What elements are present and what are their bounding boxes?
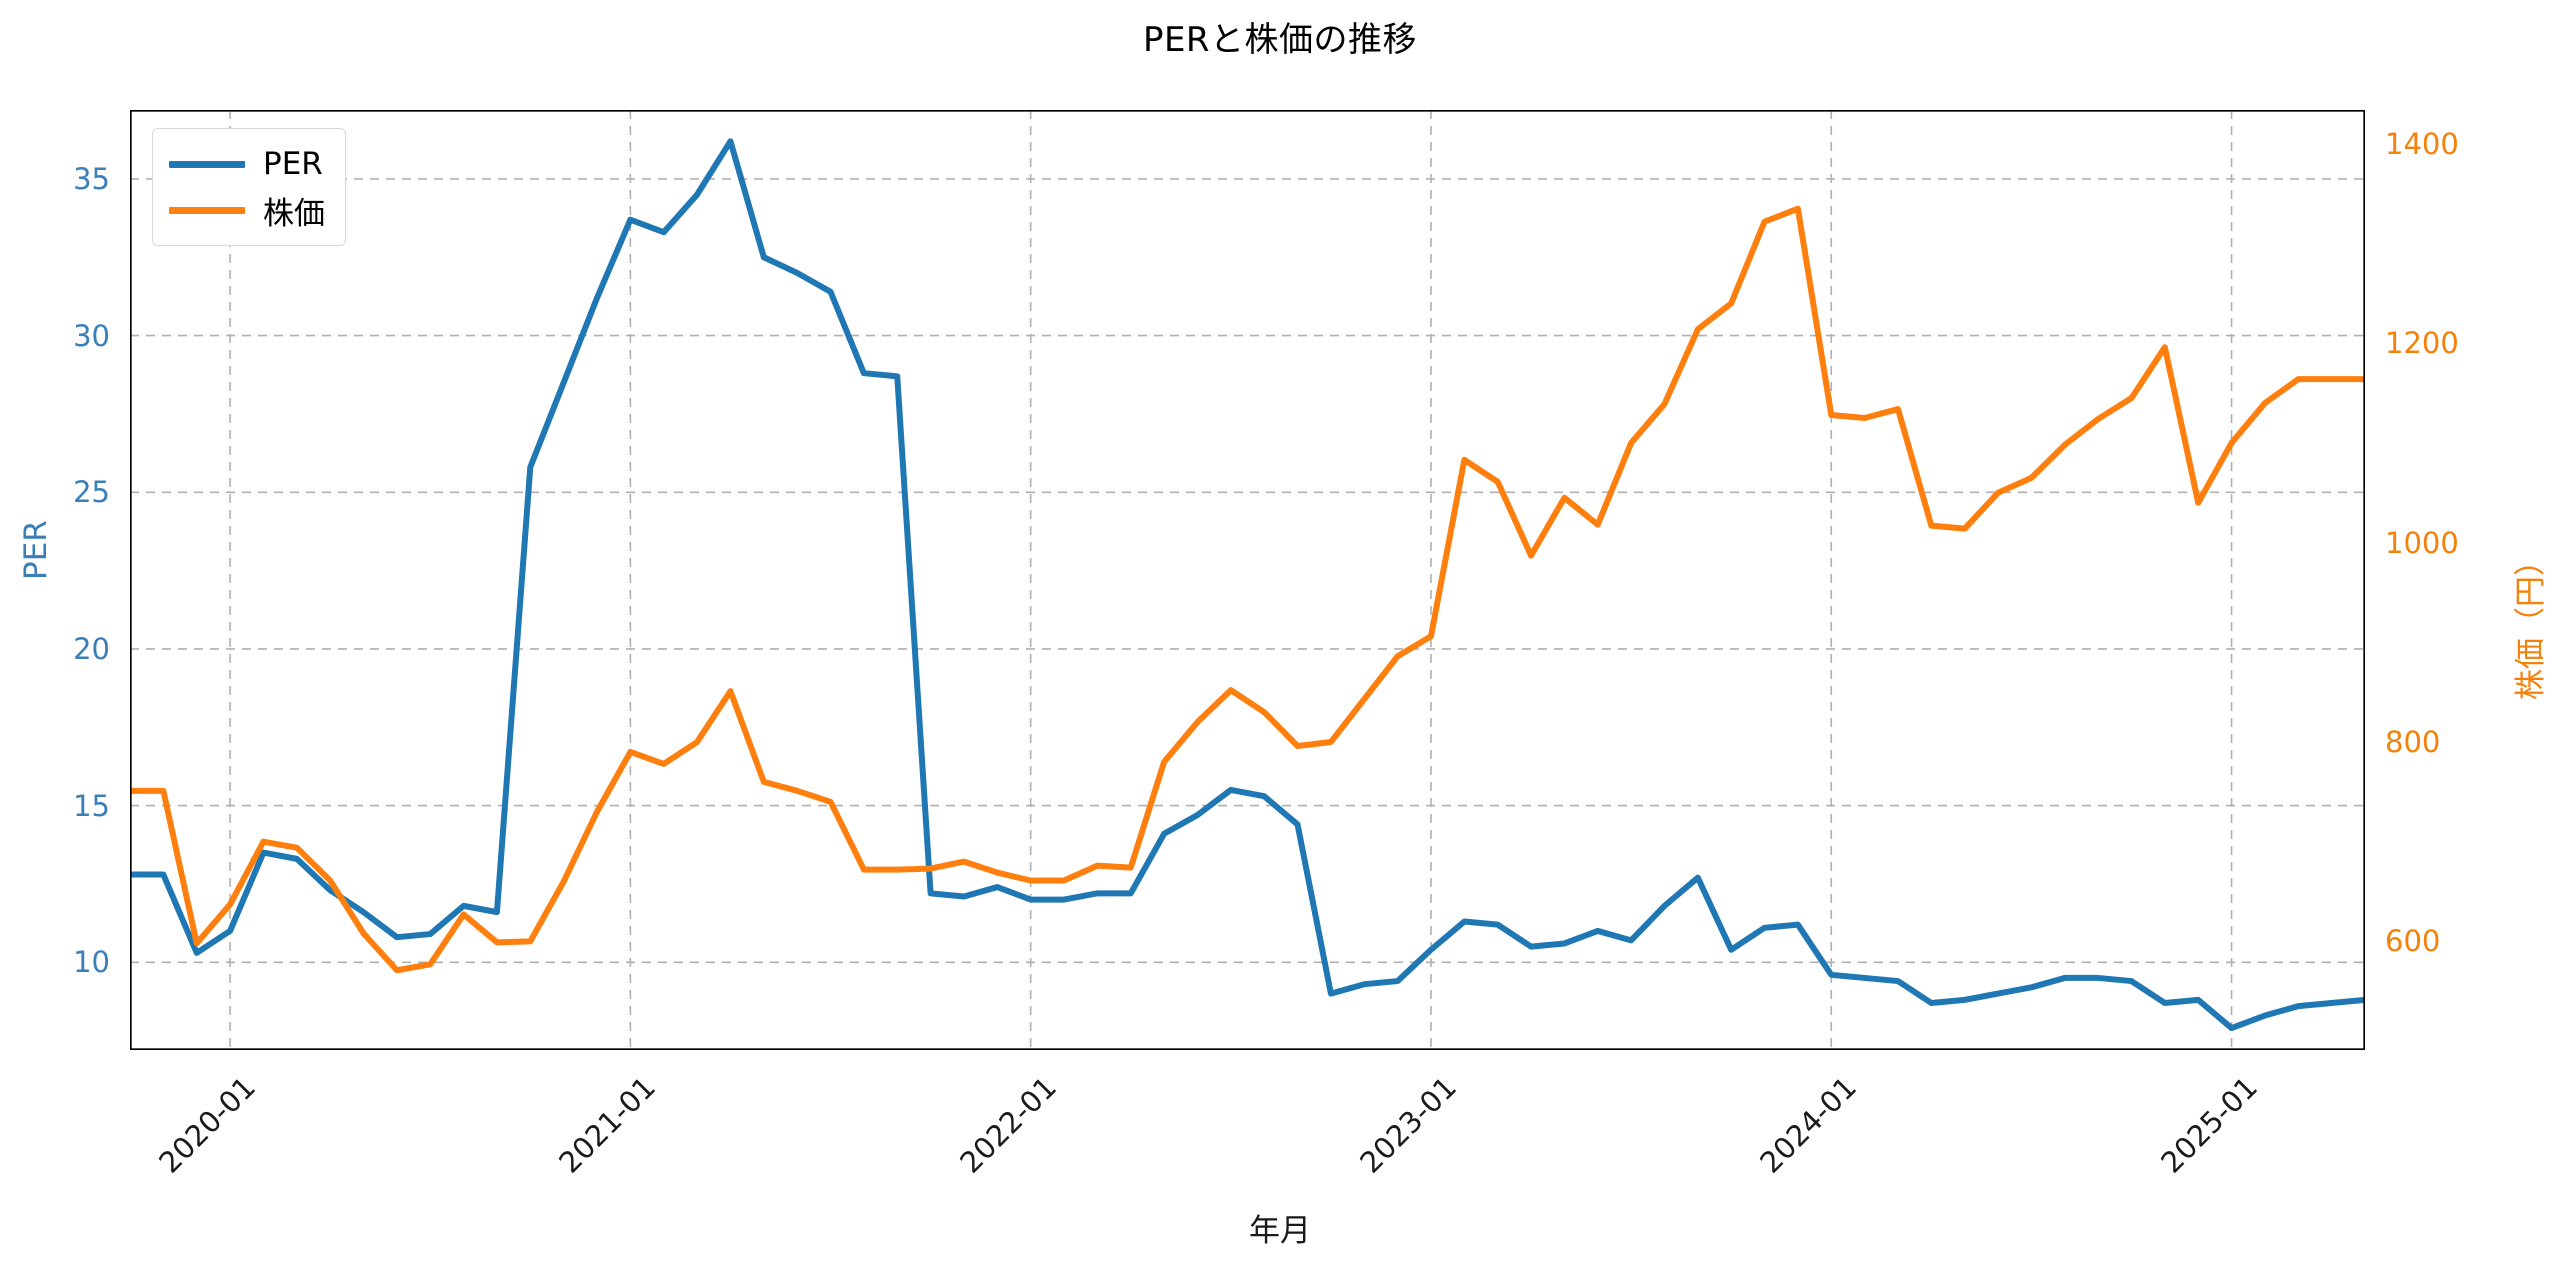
legend-label-kabuka: 株価	[263, 195, 325, 232]
y-tick-left-10: 10	[73, 945, 110, 980]
plot-area	[130, 110, 2365, 1050]
y-tick-right-600: 600	[2385, 924, 2441, 959]
y-tick-left-30: 30	[73, 318, 110, 353]
chart-canvas	[130, 110, 2365, 1050]
y-tick-right-1200: 1200	[2385, 326, 2459, 361]
legend-item-kabuka[interactable]: 株価	[169, 187, 325, 233]
x-tick-2021-01: 2021-01	[552, 1070, 663, 1180]
y-axis-right-label: 株価（円）	[2513, 545, 2549, 700]
series-lines	[130, 138, 2365, 1032]
y-axis-left-label: PER	[18, 520, 54, 580]
y-tick-left-20: 20	[73, 631, 110, 666]
x-axis-label: 年月	[1249, 1213, 1311, 1249]
x-tick-2025-01: 2025-01	[2153, 1070, 2264, 1180]
series-line-株価	[130, 205, 2365, 974]
y-tick-left-35: 35	[73, 161, 110, 196]
y-tick-right-1000: 1000	[2385, 525, 2459, 560]
x-tick-2022-01: 2022-01	[952, 1070, 1063, 1180]
x-tick-2020-01: 2020-01	[152, 1070, 263, 1180]
y-tick-left-25: 25	[73, 475, 110, 510]
y-tick-left-15: 15	[73, 788, 110, 823]
plot-border	[130, 110, 2365, 1050]
chart-title: PERと株価の推移	[1142, 20, 1418, 60]
chart-legend: PER 株価	[152, 128, 346, 246]
y-tick-right-800: 800	[2385, 724, 2441, 759]
x-tick-2023-01: 2023-01	[1353, 1070, 1464, 1180]
legend-label-per: PER	[263, 146, 323, 182]
legend-swatch-per	[169, 160, 245, 168]
y-tick-right-1400: 1400	[2385, 126, 2459, 161]
legend-item-per[interactable]: PER	[169, 141, 325, 187]
x-tick-2024-01: 2024-01	[1753, 1070, 1864, 1180]
series-line-PER	[130, 138, 2365, 1032]
legend-swatch-kabuka	[169, 206, 245, 214]
